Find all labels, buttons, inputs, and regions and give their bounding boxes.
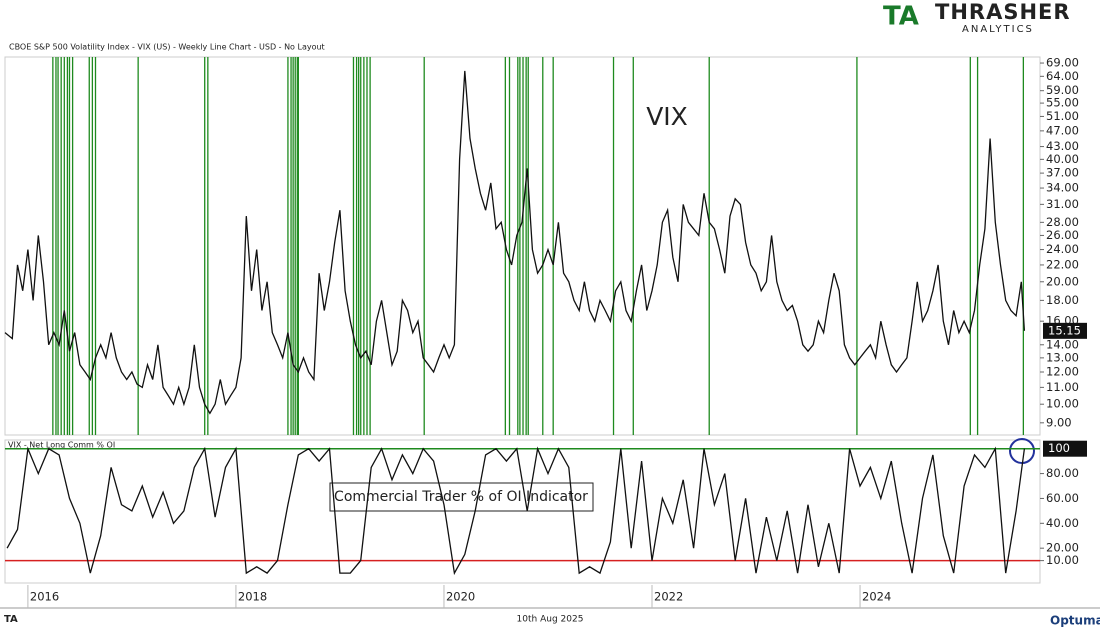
y-tick-label: 14.00 [1046,337,1079,351]
last-value-label: 15.15 [1048,323,1081,337]
y-tick-label: 43.00 [1046,139,1079,153]
y-tick-label: 40.00 [1046,152,1079,166]
y-tick-label: 11.00 [1046,380,1079,394]
y-tick-label: 22.00 [1046,257,1079,271]
indicator-title: VIX - Net Long Comm % OI [8,441,115,450]
indicator-panel [4,439,1041,584]
logo-mark: TA [883,2,919,32]
last-value-box [1043,440,1087,457]
y-tick-label: 10.00 [1046,553,1079,567]
footer-date: 10th Aug 2025 [517,615,584,625]
annotation-box [329,482,594,512]
data-line [4,70,1026,415]
y-tick-label: 18.00 [1046,293,1079,307]
y-tick-label: 37.00 [1046,166,1079,180]
y-tick-label: 9.00 [1046,415,1072,429]
x-tick-label: 2018 [238,590,267,604]
y-tick-label: 26.00 [1046,228,1079,242]
logo-name: THRASHER [935,0,1071,24]
y-tick-label: 34.00 [1046,181,1079,195]
y-tick-label: 64.00 [1046,69,1079,83]
y-tick-label: 10.00 [1046,397,1079,411]
y-tick-label: 59.00 [1046,83,1079,97]
y-tick-label: 12.00 [1046,365,1079,379]
logo-tagline: ANALYTICS [962,24,1034,35]
y-tick-label: 20.00 [1046,541,1079,555]
x-tick-label: 2024 [862,590,891,604]
y-tick-label: 80.00 [1046,466,1079,480]
x-tick-label: 2022 [654,590,683,604]
x-tick-label: 2016 [30,590,59,604]
y-tick-label: 69.00 [1046,56,1079,70]
footer-mark: TA [4,614,18,625]
footer-brand: Optuma [1050,614,1100,628]
y-tick-label: 20.00 [1046,274,1079,288]
last-value-box [1043,322,1087,339]
y-tick-label: 13.00 [1046,350,1079,364]
y-tick-label: 55.00 [1046,96,1079,110]
last-value-label: 100 [1048,441,1070,455]
y-tick-label: 28.00 [1046,215,1079,229]
y-tick-label: 31.00 [1046,197,1079,211]
indicator-annotation: Commercial Trader % of OI Indicator [334,489,588,505]
annotation: VIX [646,102,688,131]
y-tick-label: 40.00 [1046,516,1079,530]
chart-title: CBOE S&P 500 Volatility Index - VIX (US)… [9,43,325,52]
y-tick-label: 60.00 [1046,491,1079,505]
y-tick-label: 47.00 [1046,123,1079,137]
y-tick-label: 51.00 [1046,109,1079,123]
data-line [6,446,1026,576]
y-tick-label: 24.00 [1046,242,1079,256]
x-tick-label: 2020 [446,590,475,604]
